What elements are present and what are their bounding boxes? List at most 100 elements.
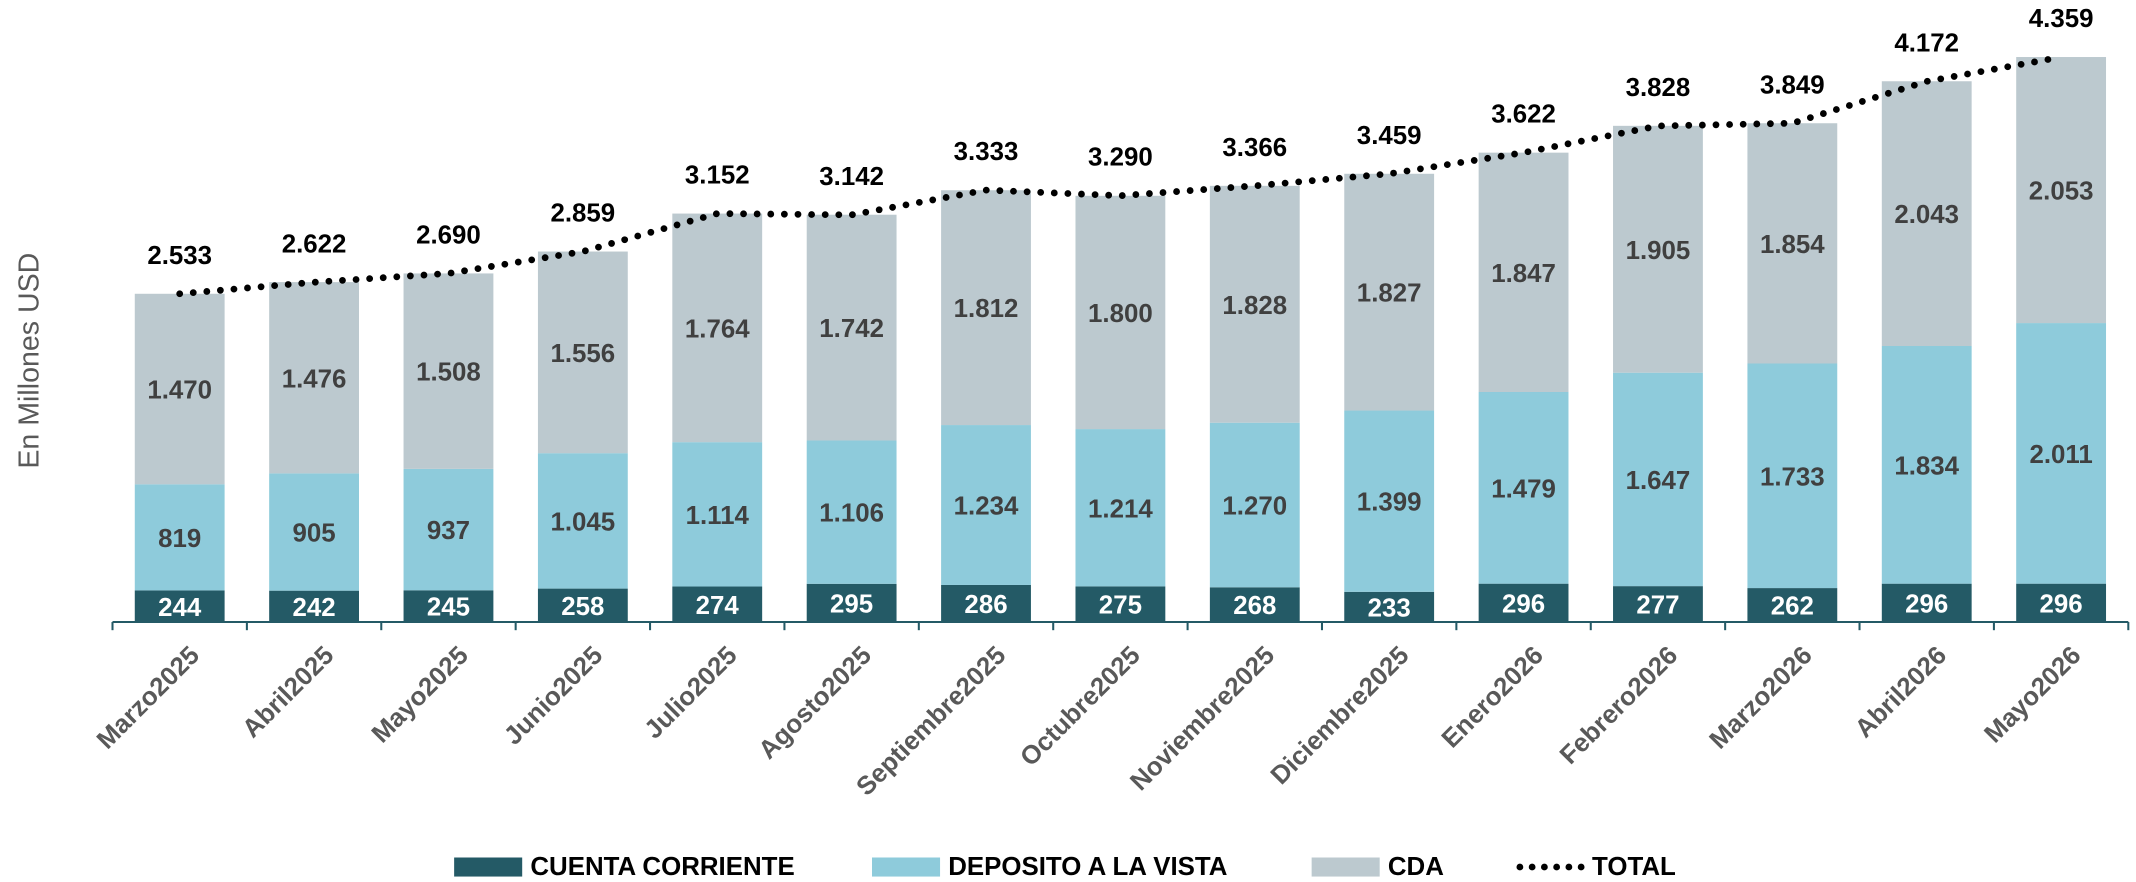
legend-label: DEPOSITO A LA VISTA bbox=[948, 853, 1227, 881]
total-label: 2.622 bbox=[282, 230, 347, 258]
data-label: 244 bbox=[158, 594, 202, 622]
bar-segment bbox=[1478, 152, 1569, 393]
x-tick-label: Febrero2026 bbox=[1555, 641, 1684, 770]
data-label: 296 bbox=[2040, 590, 2083, 618]
total-label: 3.152 bbox=[685, 162, 750, 190]
x-tick-label: Marzo2026 bbox=[1704, 641, 1817, 754]
total-label: 3.459 bbox=[1357, 122, 1422, 150]
bar-segment bbox=[672, 442, 763, 587]
bar-segment bbox=[1478, 392, 1569, 584]
bar-segment bbox=[941, 190, 1031, 426]
bar-segment bbox=[403, 468, 494, 591]
data-label: 1.847 bbox=[1491, 260, 1556, 288]
legend-label: CDA bbox=[1388, 853, 1444, 881]
total-label: 3.333 bbox=[954, 138, 1019, 166]
bar-segment bbox=[2016, 57, 2107, 324]
data-label: 1.270 bbox=[1222, 493, 1287, 521]
bar-segment bbox=[537, 251, 628, 454]
bar-segment bbox=[1881, 583, 1972, 623]
x-tick-label: Noviembre2025 bbox=[1125, 641, 1280, 796]
bar-segment bbox=[1613, 586, 1703, 623]
bar-segment bbox=[806, 583, 897, 623]
bar-segment bbox=[806, 440, 897, 584]
data-label: 1.045 bbox=[550, 508, 615, 536]
data-label: 1.905 bbox=[1626, 237, 1691, 265]
data-label: 937 bbox=[427, 517, 470, 545]
bar-segment bbox=[1881, 81, 1972, 347]
x-tick-label: Julio2025 bbox=[639, 641, 742, 744]
bar-segment bbox=[1747, 123, 1838, 364]
data-label: 2.053 bbox=[2029, 178, 2094, 206]
total-label: 2.859 bbox=[550, 200, 615, 228]
data-label: 1.834 bbox=[1894, 452, 1959, 480]
x-tick-label: Enero2026 bbox=[1437, 641, 1549, 753]
data-label: 1.647 bbox=[1626, 467, 1691, 495]
total-label: 3.366 bbox=[1222, 134, 1287, 162]
bar-segment bbox=[1209, 185, 1300, 423]
bar-segment bbox=[403, 273, 494, 469]
total-label: 3.290 bbox=[1088, 144, 1153, 172]
bar-segment bbox=[1344, 410, 1435, 592]
data-label: 905 bbox=[293, 520, 336, 548]
data-label: 1.476 bbox=[282, 365, 347, 393]
bar-segment bbox=[1075, 586, 1166, 623]
bar-segment bbox=[269, 473, 359, 591]
total-label: 3.828 bbox=[1626, 74, 1691, 102]
data-label: 262 bbox=[1771, 593, 1814, 621]
legend-label: CUENTA CORRIENTE bbox=[530, 853, 794, 881]
total-line bbox=[176, 53, 2065, 298]
bar-segment bbox=[1075, 429, 1166, 587]
bar-segment bbox=[672, 586, 763, 623]
data-label: 242 bbox=[293, 594, 336, 622]
bar-segment bbox=[1747, 363, 1838, 589]
bar-segment bbox=[941, 584, 1031, 623]
total-label: 3.622 bbox=[1491, 101, 1556, 129]
data-label: 275 bbox=[1099, 592, 1142, 620]
data-label: 268 bbox=[1233, 592, 1276, 620]
bar-segment bbox=[269, 590, 359, 623]
x-tick-label: Diciembre2025 bbox=[1266, 641, 1415, 790]
bar-segment bbox=[269, 282, 359, 474]
data-label: 1.828 bbox=[1222, 292, 1287, 320]
bar-segment bbox=[1344, 173, 1435, 411]
total-label: 3.849 bbox=[1760, 71, 1825, 99]
data-label: 1.854 bbox=[1760, 231, 1825, 259]
data-label: 286 bbox=[964, 591, 1007, 619]
x-tick-label: Septiembre2025 bbox=[851, 641, 1011, 801]
total-label: 2.533 bbox=[147, 242, 212, 270]
total-label: 4.359 bbox=[2029, 5, 2094, 33]
data-label: 1.812 bbox=[954, 295, 1019, 323]
bar-segment bbox=[1613, 372, 1703, 587]
bar-segment bbox=[537, 588, 628, 623]
data-label: 296 bbox=[1905, 590, 1948, 618]
data-label: 1.827 bbox=[1357, 280, 1422, 308]
data-label: 1.764 bbox=[685, 315, 750, 343]
x-tick-label: Mayo2025 bbox=[367, 641, 474, 748]
data-label: 1.508 bbox=[416, 359, 481, 387]
data-label: 1.106 bbox=[819, 500, 884, 528]
data-label: 1.114 bbox=[686, 502, 750, 530]
legend-swatch bbox=[454, 857, 523, 877]
bar-segment bbox=[1209, 587, 1300, 623]
x-tick-label: Abril2025 bbox=[237, 641, 339, 743]
x-tick-label: Octubre2025 bbox=[1015, 641, 1146, 772]
total-label: 4.172 bbox=[1894, 29, 1959, 57]
data-label: 1.234 bbox=[954, 493, 1019, 521]
bar-segment bbox=[134, 293, 225, 485]
bar-segment bbox=[537, 453, 628, 589]
data-label: 274 bbox=[696, 592, 740, 620]
data-label: 1.399 bbox=[1357, 489, 1422, 517]
bar-segment bbox=[672, 213, 763, 443]
x-tick-label: Mayo2026 bbox=[1979, 641, 2086, 748]
bar-segment bbox=[1881, 346, 1972, 584]
data-label: 1.214 bbox=[1088, 495, 1153, 523]
y-axis-label: En Millones USD bbox=[13, 253, 45, 469]
bar-segment bbox=[941, 425, 1031, 585]
bar-segment bbox=[1478, 583, 1569, 623]
bar-segment bbox=[1613, 125, 1703, 373]
data-label: 296 bbox=[1502, 590, 1545, 618]
data-label: 819 bbox=[158, 525, 201, 553]
data-label: 258 bbox=[561, 593, 604, 621]
bar-segment bbox=[1747, 588, 1838, 623]
